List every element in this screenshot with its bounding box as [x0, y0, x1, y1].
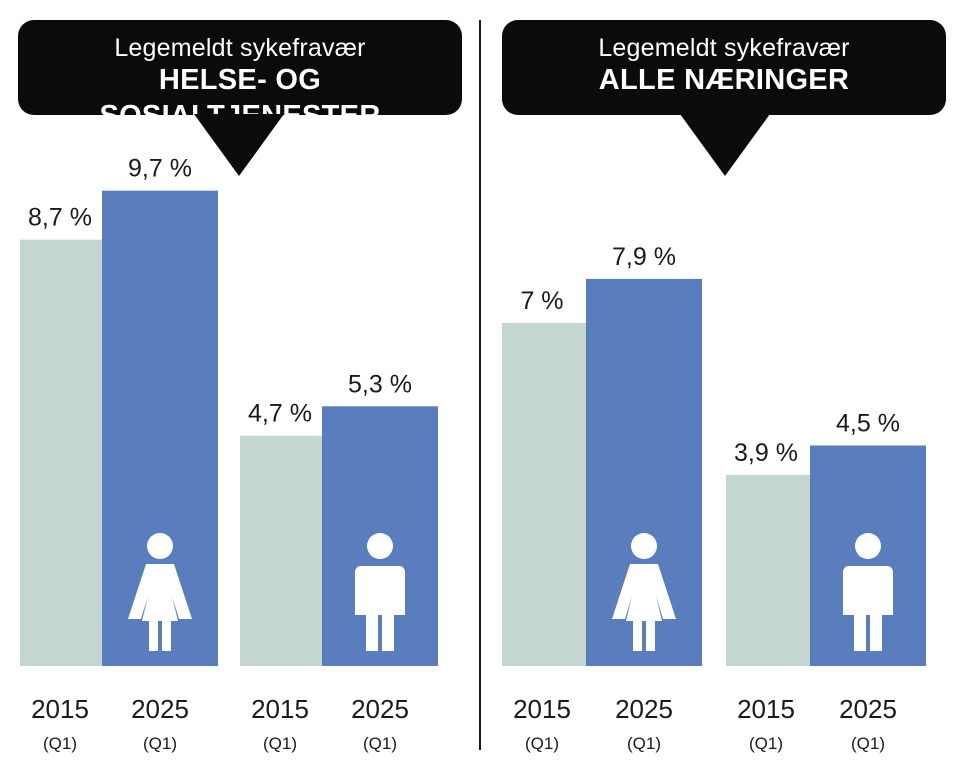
chart-title: ALLE NÆRINGER	[598, 64, 850, 96]
period-label: (Q1)	[263, 734, 297, 753]
male-icon	[355, 533, 405, 651]
value-label: 5,3 %	[348, 370, 412, 398]
value-label: 3,9 %	[734, 439, 798, 467]
arrow-down-icon	[194, 114, 284, 176]
arrow-down-icon	[680, 114, 770, 176]
bar-group: 3,9 % 2015 (Q1) 4,5 % 2025 (Q1)	[726, 410, 926, 753]
bar-group: 7 % 2015 (Q1) 7,9 % 2025 (Q1)	[502, 243, 702, 753]
value-label: 8,7 %	[28, 204, 92, 232]
female-icon	[612, 533, 676, 651]
bar-group: 8,7 % 2015 (Q1) 9,7 % 2025 (Q1)	[20, 155, 218, 753]
bar-chart-helse: 8,7 % 2015 (Q1) 9,7 % 2025 (Q1) 4,7 % 2015 (Q1) 5…	[20, 155, 438, 753]
year-label: 2015	[737, 694, 795, 724]
period-label: (Q1)	[627, 734, 661, 753]
chart-panel-alle: Legemeldt sykefravær ALLE NÆRINGER 7 % 20…	[482, 0, 960, 768]
chart-title: HELSE- OG SOSIALTJENESTER	[99, 64, 381, 132]
chart-subtitle: Legemeldt sykefravær	[114, 34, 366, 62]
chart-header: Legemeldt sykefravær HELSE- OG SOSIALTJE…	[18, 20, 462, 132]
year-label: 2025	[131, 694, 189, 724]
year-label: 2015	[31, 694, 89, 724]
female-icon	[128, 533, 192, 651]
period-label: (Q1)	[851, 734, 885, 753]
year-label: 2025	[351, 694, 409, 724]
value-label: 4,5 %	[836, 410, 900, 438]
period-label: (Q1)	[363, 734, 397, 753]
value-label: 7 %	[520, 287, 563, 315]
male-icon	[843, 533, 893, 651]
period-label: (Q1)	[43, 734, 77, 753]
chart-header: Legemeldt sykefravær ALLE NÆRINGER	[502, 20, 946, 115]
period-label: (Q1)	[525, 734, 559, 753]
period-label: (Q1)	[143, 734, 177, 753]
year-label: 2025	[615, 694, 673, 724]
value-label: 9,7 %	[128, 155, 192, 183]
year-label: 2015	[513, 694, 571, 724]
panel-divider	[479, 20, 481, 750]
value-label: 7,9 %	[612, 243, 676, 271]
bar-chart-alle: 7 % 2015 (Q1) 7,9 % 2025 (Q1) 3,9 % 2015 (Q1) 4,5…	[502, 243, 926, 753]
chart-panel-helse: Legemeldt sykefravær HELSE- OG SOSIALTJE…	[0, 0, 478, 768]
bar-group: 4,7 % 2015 (Q1) 5,3 % 2025 (Q1)	[240, 370, 438, 753]
value-label: 4,7 %	[248, 400, 312, 428]
year-label: 2015	[251, 694, 309, 724]
period-label: (Q1)	[749, 734, 783, 753]
chart-subtitle: Legemeldt sykefravær	[598, 34, 850, 62]
year-label: 2025	[839, 694, 897, 724]
